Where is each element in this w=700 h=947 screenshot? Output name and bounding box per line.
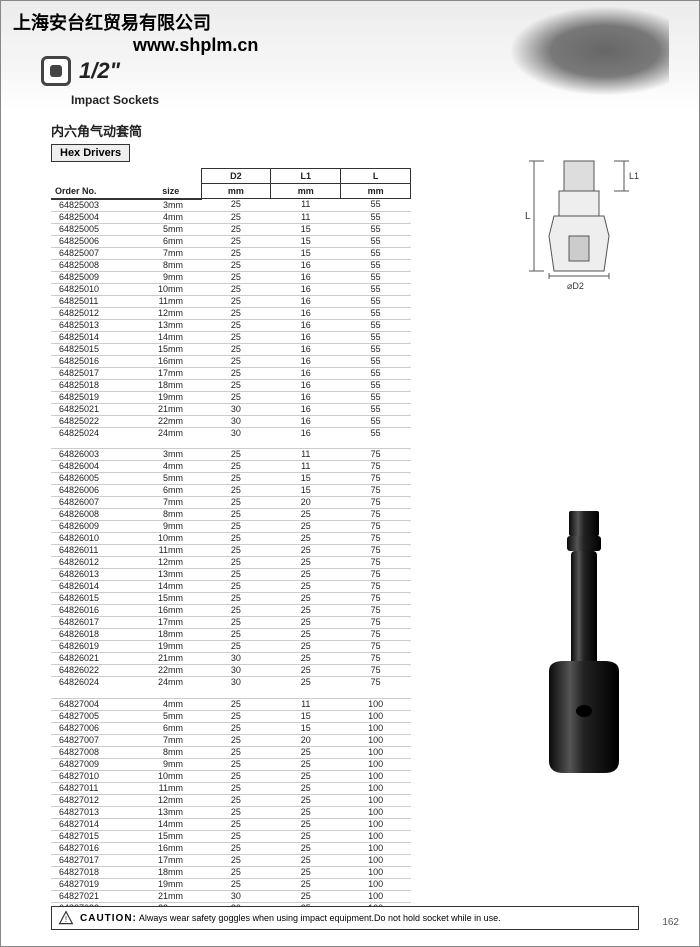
table-row: 6482701010mm2525100 [51,770,411,782]
col-l1: L1 [271,169,341,184]
table-row: 6482601111mm252575 [51,545,411,557]
table-row: 648270099mm2525100 [51,758,411,770]
table-row: 6482601919mm252575 [51,641,411,653]
svg-text:!: ! [65,915,67,924]
table-header: D2 L1 L Order No. size mm mm mm [51,169,411,199]
content-area: 内六角气动套简 Hex Drivers D2 L1 L Order No. si… [51,121,411,926]
col-l-unit: mm [341,184,411,199]
table-row: 648250088mm251655 [51,259,411,271]
table-row: 648260033mm251175 [51,449,411,461]
table-row: 6482501010mm251655 [51,283,411,295]
drive-size-label: 1/2" [79,58,120,84]
table-row: 6482601313mm252575 [51,569,411,581]
caution-title: CAUTION: [80,913,137,924]
table-row: 648260099mm252575 [51,521,411,533]
section-tag: Hex Drivers [51,144,130,162]
table-row: 6482501919mm251655 [51,391,411,403]
table-row: 6482501111mm251655 [51,295,411,307]
table-row: 6482502121mm301655 [51,403,411,415]
table-row: 6482501616mm251655 [51,355,411,367]
square-drive-icon [41,56,71,86]
dimension-diagram: L L1 ⌀D2 [499,151,659,311]
table-row: 648260055mm251575 [51,473,411,485]
table-row: 6482701818mm2525100 [51,866,411,878]
table-row: 6482501414mm251655 [51,331,411,343]
table-row: 648260066mm251575 [51,485,411,497]
table-row: 6482701414mm2525100 [51,818,411,830]
table-row: 648250077mm251555 [51,247,411,259]
table-row: 6482601616mm252575 [51,605,411,617]
table-row: 648270066mm2515100 [51,722,411,734]
col-order: Order No. [51,184,141,199]
table-row: 6482601414mm252575 [51,581,411,593]
col-d2: D2 [201,169,271,184]
table-row: 6482701717mm2525100 [51,854,411,866]
col-l: L [341,169,411,184]
caution-text: Always wear safety goggles when using im… [139,913,501,923]
table-row: 6482701313mm2525100 [51,806,411,818]
table-row: 6482601818mm252575 [51,629,411,641]
spec-table: D2 L1 L Order No. size mm mm mm 64825003… [51,168,411,926]
table-row: 6482602222mm302575 [51,665,411,677]
table-row: 648270077mm2520100 [51,734,411,746]
diagram-label-d2: ⌀D2 [567,281,584,291]
table-row: 6482501818mm251655 [51,379,411,391]
table-row: 648250044mm251155 [51,211,411,223]
table-row: 648270055mm2515100 [51,710,411,722]
table-row: 6482602424mm302575 [51,677,411,689]
table-row: 6482601717mm252575 [51,617,411,629]
table-row: 6482501717mm251655 [51,367,411,379]
table-row: 6482701616mm2525100 [51,842,411,854]
table-body: 648250033mm251155648250044mm251155648250… [51,199,411,926]
table-row: 648260088mm252575 [51,509,411,521]
table-row: 648260077mm252075 [51,497,411,509]
table-row: 6482502424mm301655 [51,427,411,439]
table-row: 6482601515mm252575 [51,593,411,605]
table-row: 648250066mm251555 [51,235,411,247]
page-header: 上海安台红贸易有限公司 www.shplm.cn 1/2" Impact Soc… [1,1,699,111]
table-row: 6482701111mm2525100 [51,782,411,794]
section-title-chinese: 内六角气动套简 [51,121,411,140]
table-row: 6482701919mm2525100 [51,878,411,890]
table-row: 648250055mm251555 [51,223,411,235]
caution-text-wrap: CAUTION: Always wear safety goggles when… [80,913,501,924]
table-row: 648270088mm2525100 [51,746,411,758]
col-size: size [141,184,201,199]
size-badge: 1/2" [41,56,120,86]
col-l1-unit: mm [271,184,341,199]
table-row: 648250033mm251155 [51,199,411,212]
diagram-label-l: L [525,211,531,222]
product-photo [519,501,649,781]
header-subtitle: Impact Sockets [71,93,159,107]
table-row: 648260044mm251175 [51,461,411,473]
table-row: 648270044mm2511100 [51,698,411,710]
warning-icon: ! [58,910,74,926]
diagram-label-l1: L1 [629,171,639,181]
table-row: 6482701515mm2525100 [51,830,411,842]
table-row: 6482702121mm3025100 [51,890,411,902]
table-row: 6482501212mm251655 [51,307,411,319]
header-tool-photo [509,6,669,96]
table-row: 6482602121mm302575 [51,653,411,665]
table-row: 6482501515mm251655 [51,343,411,355]
caution-bar: ! CAUTION: Always wear safety goggles wh… [51,906,639,930]
table-row: 6482502222mm301655 [51,415,411,427]
table-row: 6482601212mm252575 [51,557,411,569]
table-row: 6482701212mm2525100 [51,794,411,806]
table-row: 6482501313mm251655 [51,319,411,331]
table-row: 6482601010mm252575 [51,533,411,545]
table-row: 648250099mm251655 [51,271,411,283]
col-d2-unit: mm [201,184,271,199]
page-number: 162 [662,917,679,928]
